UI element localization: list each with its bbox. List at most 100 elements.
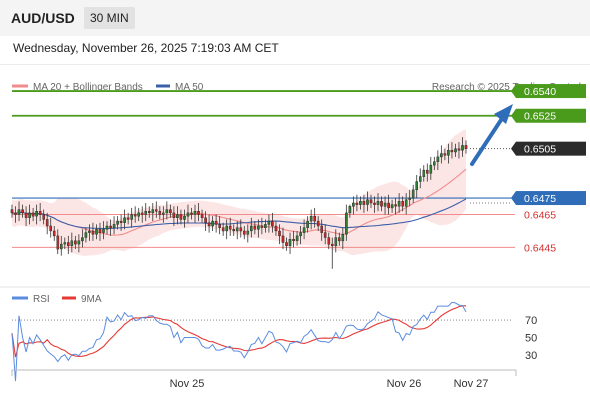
candle-body bbox=[144, 210, 148, 215]
candle-body bbox=[394, 204, 397, 207]
candle-body bbox=[21, 209, 24, 214]
level-label-last: 0.6505 bbox=[524, 144, 556, 156]
candle-body bbox=[253, 225, 257, 230]
candle-body bbox=[137, 212, 141, 217]
candle-body bbox=[102, 229, 105, 233]
candle-body bbox=[454, 148, 457, 153]
candle-body bbox=[31, 212, 35, 217]
level-label-support: 0.6445 bbox=[524, 242, 556, 254]
candle-body bbox=[60, 243, 63, 250]
candle-body bbox=[45, 219, 49, 227]
candle-body bbox=[309, 215, 313, 222]
candle-body bbox=[158, 210, 162, 215]
x-axis-label: Nov 26 bbox=[387, 378, 422, 390]
candle-body bbox=[130, 214, 134, 220]
candle-body bbox=[447, 150, 450, 156]
legend-rsi-label: RSI bbox=[33, 294, 50, 305]
candle-body bbox=[133, 214, 137, 217]
candle-body bbox=[450, 150, 454, 153]
candle-body bbox=[225, 225, 229, 232]
candle-body bbox=[207, 222, 211, 227]
candle-body bbox=[274, 225, 278, 232]
candle-body bbox=[292, 238, 295, 241]
candle-body bbox=[376, 201, 380, 205]
candle-body bbox=[288, 238, 292, 246]
candle-body bbox=[56, 235, 60, 250]
candle-body bbox=[461, 145, 464, 151]
x-axis-label: Nov 27 bbox=[454, 378, 489, 390]
candle-body bbox=[214, 220, 218, 225]
candle-body bbox=[373, 202, 376, 205]
level-tag-pointer bbox=[511, 191, 516, 206]
candle-body bbox=[362, 201, 366, 205]
candle-body bbox=[95, 229, 98, 235]
candle-body bbox=[52, 230, 56, 237]
rsi-tick-label: 30 bbox=[525, 350, 537, 362]
ma20-line bbox=[11, 168, 467, 236]
rsi-tick-label: 50 bbox=[525, 333, 537, 345]
candle-body bbox=[119, 220, 123, 223]
candle-body bbox=[140, 212, 144, 215]
candle-body bbox=[338, 237, 341, 242]
candle-body bbox=[397, 201, 401, 207]
level-label-pivot: 0.6475 bbox=[524, 193, 556, 205]
level-label-resistance: 0.6540 bbox=[524, 86, 556, 98]
header-divider bbox=[0, 64, 590, 65]
candle-body bbox=[165, 209, 169, 214]
candle-body bbox=[218, 224, 222, 228]
candle-body bbox=[264, 224, 267, 228]
candle-body bbox=[271, 220, 274, 227]
candle-body bbox=[77, 240, 81, 245]
candle-body bbox=[154, 209, 158, 212]
candle-body bbox=[179, 214, 183, 220]
candle-body bbox=[408, 197, 412, 200]
candle-body bbox=[116, 220, 119, 225]
level-tag-resistance bbox=[516, 108, 586, 123]
candle-body bbox=[35, 210, 38, 217]
candle-body bbox=[204, 217, 207, 223]
forecast-arrow-head bbox=[494, 104, 513, 124]
candle-body bbox=[249, 225, 253, 232]
level-tag-pivot bbox=[516, 191, 586, 206]
candle-body bbox=[88, 230, 91, 233]
candle-body bbox=[323, 232, 327, 238]
candle-body bbox=[246, 230, 250, 235]
candle-body bbox=[429, 164, 433, 174]
candle-body bbox=[257, 225, 260, 230]
candle-body bbox=[28, 212, 31, 218]
candle-body bbox=[327, 237, 331, 245]
candle-body bbox=[66, 242, 70, 246]
candle-body bbox=[359, 201, 362, 205]
candle-body bbox=[147, 210, 151, 213]
candle-body bbox=[419, 176, 422, 182]
candle-body bbox=[81, 237, 84, 242]
rsi-tick-label: 70 bbox=[525, 315, 537, 327]
candle-body bbox=[380, 201, 383, 207]
candle-body bbox=[242, 230, 246, 235]
candle-body bbox=[190, 212, 193, 215]
chart-datetime: Wednesday, November 26, 2025 7:19:03 AM … bbox=[13, 41, 279, 55]
candle-body bbox=[232, 229, 236, 232]
candle-body bbox=[112, 224, 116, 228]
candle-body bbox=[440, 153, 443, 158]
candle-body bbox=[387, 202, 390, 209]
candle-body bbox=[464, 145, 468, 149]
candle-body bbox=[415, 181, 419, 191]
candle-body bbox=[433, 161, 436, 166]
candle-body bbox=[91, 230, 95, 235]
forecast-arrow-shaft bbox=[470, 115, 505, 166]
candle-body bbox=[169, 209, 172, 214]
timeframe-badge[interactable]: 30 MIN bbox=[84, 7, 135, 29]
candle-body bbox=[426, 169, 429, 174]
rsi-ma-line bbox=[11, 305, 466, 358]
candle-body bbox=[200, 214, 204, 218]
candle-body bbox=[109, 225, 112, 228]
candle-body bbox=[197, 210, 200, 215]
level-tag-resistance bbox=[516, 84, 586, 99]
candle-body bbox=[285, 242, 288, 246]
candle-body bbox=[17, 209, 21, 215]
candle-body bbox=[443, 153, 447, 156]
currency-pair-title: AUD/USD bbox=[11, 10, 75, 26]
candle-body bbox=[345, 212, 348, 235]
